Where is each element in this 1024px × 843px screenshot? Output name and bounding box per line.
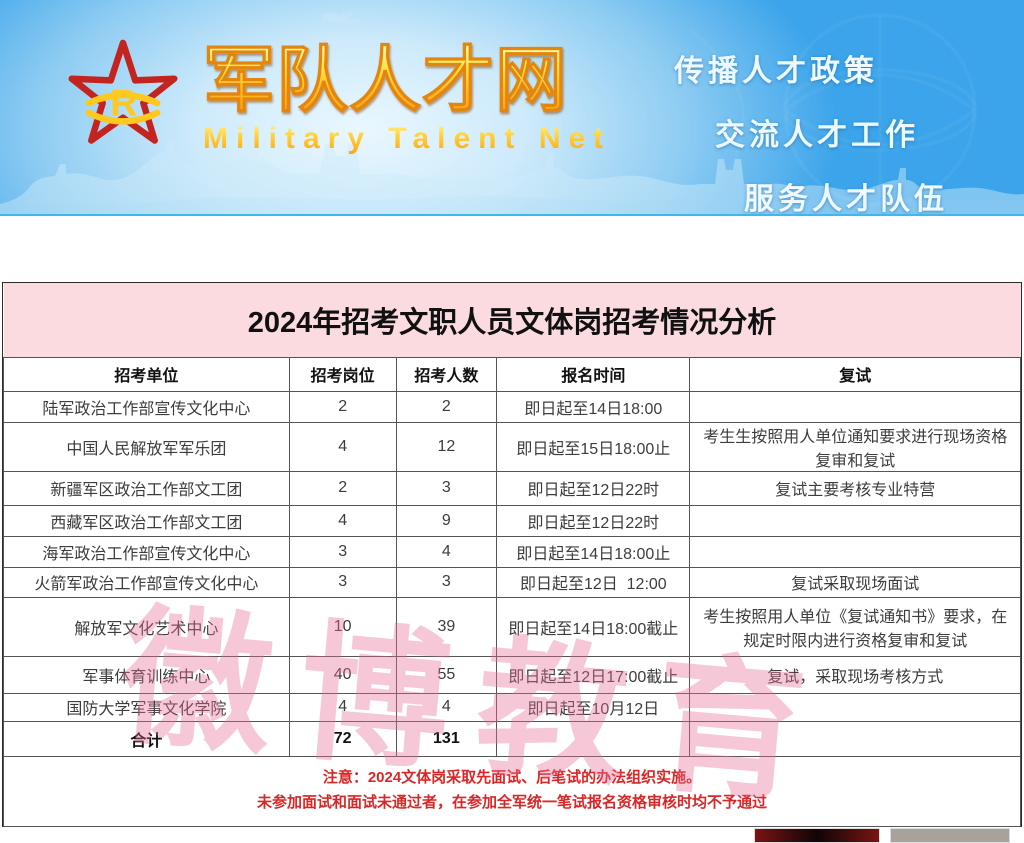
svg-text:R: R [110,81,137,123]
